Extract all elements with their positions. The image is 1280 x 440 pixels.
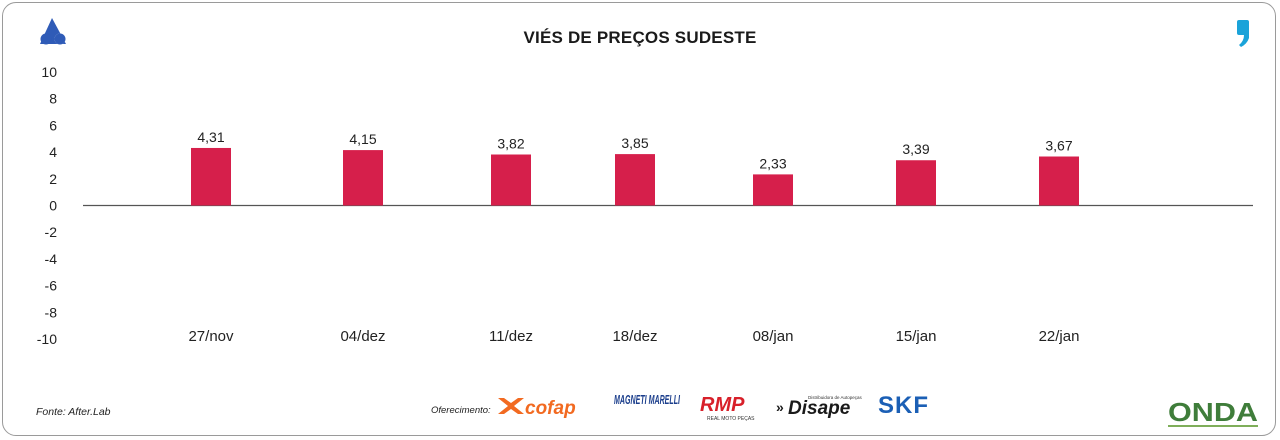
bar-value-label: 4,31	[197, 129, 224, 145]
y-tick-label: 2	[49, 171, 57, 187]
magneti-marelli-logo: MAGNETI MARELLI	[614, 392, 680, 407]
sponsor-label: Oferecimento:	[431, 405, 491, 416]
bar	[896, 160, 936, 206]
y-tick-label: 4	[49, 144, 57, 160]
y-tick-label: -4	[45, 251, 58, 267]
bar-value-label: 3,85	[621, 135, 648, 151]
cofap-logo: cofap	[498, 398, 576, 419]
y-tick-label: -2	[45, 224, 58, 240]
bars	[191, 147, 1079, 206]
x-tick-label: 04/dez	[340, 328, 385, 345]
x-tick-label: 15/jan	[896, 328, 937, 345]
disape-sub-text: Distribuidora de Autopeças	[808, 395, 863, 400]
y-tick-label: 6	[49, 117, 57, 133]
bar-value-label: 3,39	[902, 141, 929, 157]
rmp-sub-text: REAL MOTO PEÇAS	[707, 416, 755, 422]
bar-value-label: 3,82	[497, 136, 524, 152]
y-tick-label: 8	[49, 91, 57, 107]
disape-chevron-icon: »	[776, 399, 784, 415]
y-tick-label: -10	[37, 331, 57, 347]
onda-logo-text: ONDA	[1168, 397, 1258, 427]
x-tick-label: 22/jan	[1039, 328, 1080, 345]
x-axis: 27/nov 04/dez 11/dez 18/dez 08/jan 15/jan 22/j…	[83, 204, 1253, 345]
y-tick-label: 0	[49, 198, 57, 214]
source-label: Fonte: After.Lab	[36, 406, 111, 418]
rmp-logo: RMP REAL MOTO PEÇAS	[700, 394, 755, 422]
skf-logo: SKF	[878, 392, 929, 419]
x-tick-label: 11/dez	[489, 328, 533, 345]
bar	[1039, 156, 1079, 206]
bar-value-label: 4,15	[349, 131, 376, 147]
onda-logo: ONDA	[1168, 397, 1258, 427]
bar-labels: 4,31 4,15 3,82 3,85 2,33 3,39 3,67	[197, 129, 1072, 171]
bar	[491, 154, 531, 206]
brand-logo-icon	[40, 18, 66, 45]
bar	[191, 147, 231, 206]
y-tick-label: 10	[41, 64, 57, 80]
comma-accent-icon	[1237, 20, 1249, 47]
x-tick-label: 18/dez	[612, 328, 657, 345]
bar	[615, 154, 655, 206]
disape-logo-text: Disape	[788, 398, 851, 419]
bar-value-label: 3,67	[1045, 138, 1072, 154]
magneti-logo-text: MAGNETI MARELLI	[614, 392, 680, 407]
bar-value-label: 2,33	[759, 155, 786, 171]
skf-logo-text: SKF	[878, 392, 929, 419]
bar	[343, 150, 383, 206]
cofap-logo-text: cofap	[525, 398, 576, 419]
y-tick-label: -8	[45, 304, 58, 320]
disape-logo: » Disape Distribuidora de Autopeças	[776, 395, 863, 419]
y-axis: 10 8 6 4 2 0 -2 -4 -6 -8 -10	[37, 64, 57, 347]
x-tick-label: 27/nov	[188, 328, 234, 345]
x-tick-label: 08/jan	[753, 328, 794, 345]
chart-title: VIÉS DE PREÇOS SUDESTE	[523, 28, 757, 47]
rmp-logo-text: RMP	[700, 394, 745, 416]
y-tick-label: -6	[45, 278, 58, 294]
bar	[753, 174, 793, 206]
